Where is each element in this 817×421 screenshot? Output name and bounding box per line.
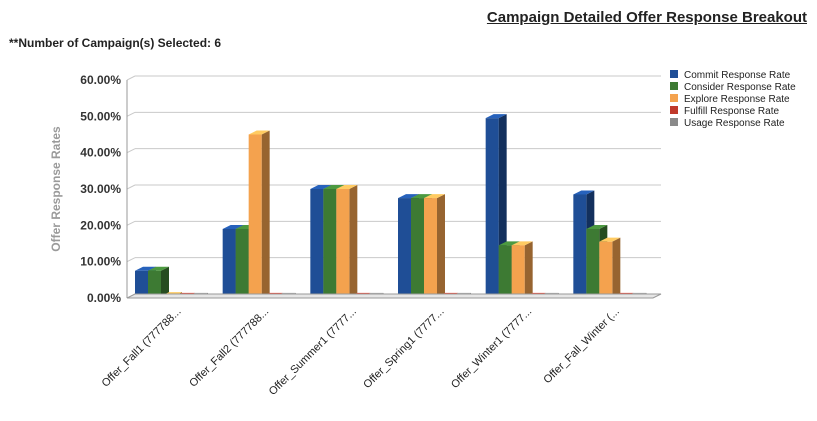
chart-floor bbox=[126, 293, 662, 299]
bar-top bbox=[498, 241, 520, 246]
bar-front bbox=[135, 270, 148, 298]
bar-front bbox=[398, 198, 411, 298]
x-tick-label: Offer_Winter1 (7777... bbox=[449, 306, 534, 391]
bar bbox=[336, 185, 358, 298]
bar-top bbox=[424, 194, 445, 199]
gridline-side bbox=[126, 257, 136, 263]
bar-side bbox=[349, 185, 358, 298]
y-tick-label: 60.00% bbox=[80, 73, 121, 87]
legend-label: Fulfill Response Rate bbox=[684, 106, 779, 117]
bar-front bbox=[586, 228, 600, 298]
report-title: Campaign Detailed Offer Response Breakou… bbox=[486, 9, 807, 26]
bar-front bbox=[222, 228, 236, 298]
campaign-selection-count: **Number of Campaign(s) Selected: 6 bbox=[9, 36, 222, 50]
bar-side bbox=[437, 194, 445, 298]
bar-side bbox=[524, 241, 533, 298]
y-tick-label: 30.00% bbox=[80, 182, 121, 196]
x-tick-label: Offer_Fall_Winter (... bbox=[541, 306, 622, 387]
bar-top bbox=[148, 266, 169, 271]
legend-swatch bbox=[670, 118, 678, 126]
bar-top bbox=[599, 237, 621, 242]
x-tick-label: Offer_Fall1 (777788... bbox=[100, 306, 184, 390]
bar bbox=[148, 266, 169, 298]
bar bbox=[599, 237, 621, 298]
legend-label: Consider Response Rate bbox=[684, 82, 796, 93]
bar-front bbox=[235, 228, 249, 298]
bar-front bbox=[485, 118, 499, 299]
bar-top bbox=[398, 194, 419, 199]
legend-swatch bbox=[670, 82, 678, 90]
bar-top bbox=[222, 224, 244, 229]
bar-top bbox=[411, 194, 432, 199]
legend-label: Explore Response Rate bbox=[684, 94, 790, 105]
y-tick-label: 40.00% bbox=[80, 146, 121, 160]
bar-top bbox=[586, 224, 608, 229]
bar-top bbox=[310, 185, 332, 189]
y-tick-label: 10.00% bbox=[80, 255, 121, 269]
y-axis-label: Offer Response Rates bbox=[49, 126, 63, 252]
bar-top bbox=[485, 114, 507, 119]
bar bbox=[424, 194, 445, 298]
bar-front bbox=[424, 198, 437, 298]
gridline-side bbox=[126, 111, 136, 117]
bar-top bbox=[323, 185, 345, 189]
y-tick-label: 50.00% bbox=[80, 109, 121, 123]
bar-front bbox=[148, 270, 161, 298]
bar-front bbox=[336, 189, 350, 298]
bar-side bbox=[161, 266, 169, 298]
bar bbox=[248, 130, 270, 298]
bar bbox=[511, 241, 533, 298]
x-tick-label: Offer_Spring1 (7777... bbox=[361, 306, 446, 391]
gridline-side bbox=[126, 75, 136, 81]
legend-label: Commit Response Rate bbox=[684, 70, 791, 81]
bar-front bbox=[498, 245, 512, 298]
gridline-side bbox=[126, 148, 136, 154]
bar-top bbox=[511, 241, 533, 246]
legend-label: Usage Response Rate bbox=[684, 118, 785, 129]
chart-bars bbox=[135, 114, 647, 299]
bar-front bbox=[248, 134, 262, 298]
x-tick-label: Offer_Summer1 (7777... bbox=[267, 306, 359, 398]
bar-side bbox=[612, 237, 621, 298]
bar-top bbox=[336, 185, 358, 189]
legend-swatch bbox=[670, 70, 678, 78]
bar-front bbox=[599, 241, 613, 298]
bar-top bbox=[248, 130, 270, 135]
y-tick-label: 0.00% bbox=[87, 291, 121, 305]
bar-top bbox=[573, 190, 595, 195]
gridline-side bbox=[126, 220, 136, 226]
bar-side bbox=[261, 130, 270, 298]
bar-front bbox=[511, 245, 525, 298]
x-tick-label: Offer_Fall2 (777788... bbox=[187, 306, 271, 390]
y-tick-label: 20.00% bbox=[80, 218, 121, 232]
bar-front bbox=[411, 198, 424, 298]
bar-front bbox=[310, 189, 324, 298]
bar-top bbox=[135, 266, 156, 271]
bar-front bbox=[573, 194, 587, 298]
bar-front bbox=[323, 189, 337, 298]
legend-swatch bbox=[670, 106, 678, 114]
legend-swatch bbox=[670, 94, 678, 102]
gridline-side bbox=[126, 184, 136, 190]
